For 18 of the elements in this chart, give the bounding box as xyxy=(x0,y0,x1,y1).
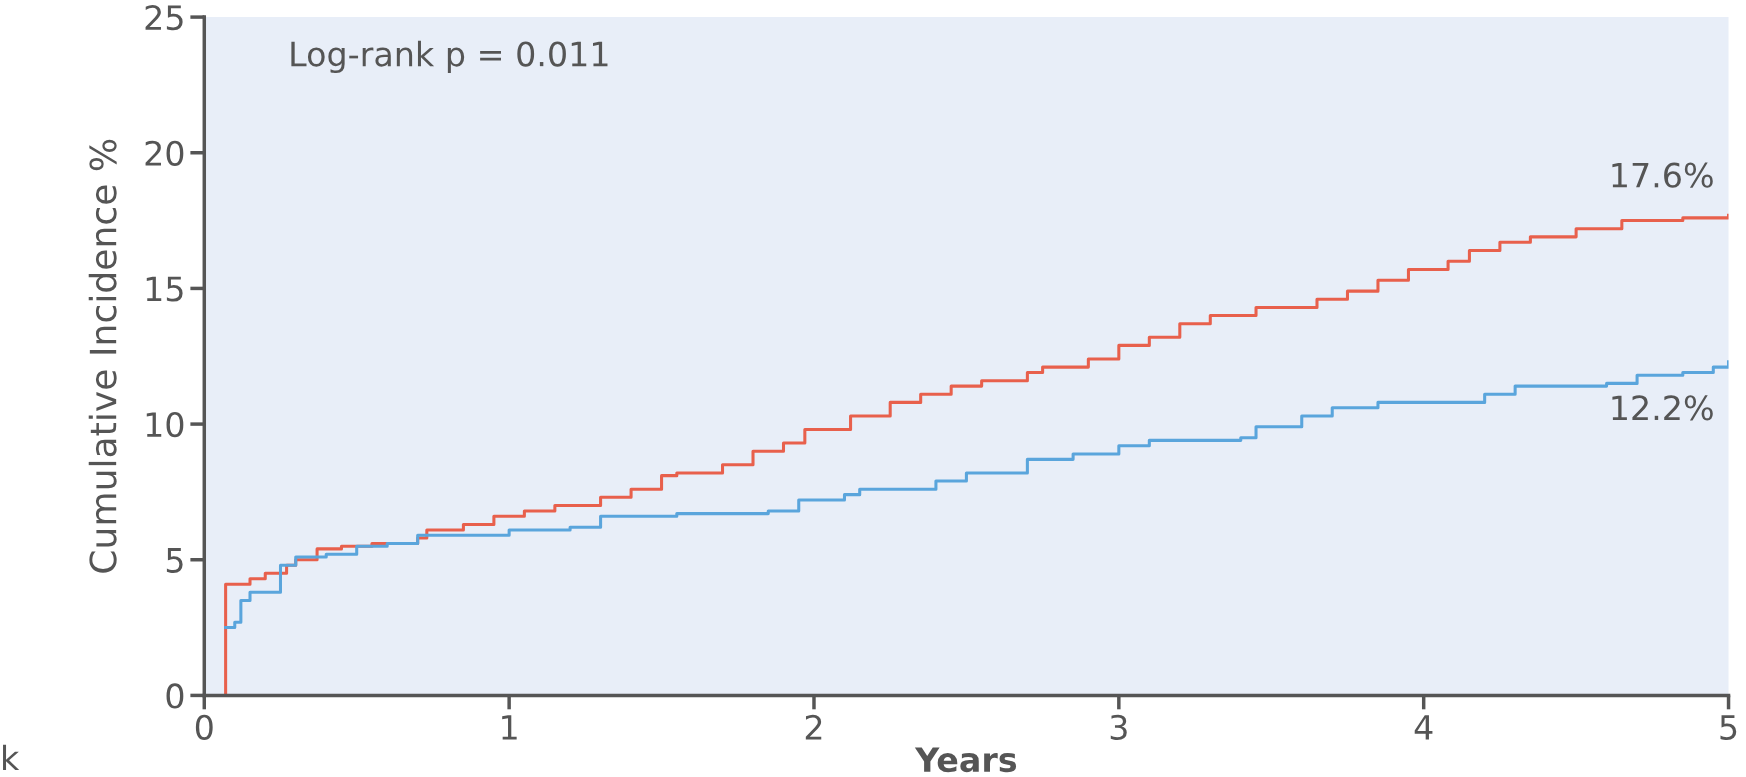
y-tick-label: 20 xyxy=(145,140,184,166)
x-tick-label: 3 xyxy=(1110,714,1127,740)
y-axis-title: Cumulative Incidence % xyxy=(88,139,117,573)
x-tick-label: 5 xyxy=(1720,715,1737,740)
y-tick-label: 0 xyxy=(166,683,184,709)
y-tick-label: 15 xyxy=(146,276,183,302)
x-tick-label: 4 xyxy=(1414,715,1433,740)
x-tick-label: 1 xyxy=(502,715,517,740)
x-tick-label: 0 xyxy=(195,714,213,740)
annotation: 17.6% xyxy=(1612,162,1713,188)
x-axis-title: Years xyxy=(914,747,1017,773)
x-tick-label: 2 xyxy=(805,714,822,740)
y-tick-label: 5 xyxy=(166,548,183,573)
annotation: Log-rank p = 0.011 xyxy=(291,40,608,74)
annotation: 12.2% xyxy=(1612,395,1713,421)
y-tick-label: 25 xyxy=(145,5,183,31)
text: k xyxy=(3,744,20,771)
y-tick-label: 10 xyxy=(146,412,184,438)
